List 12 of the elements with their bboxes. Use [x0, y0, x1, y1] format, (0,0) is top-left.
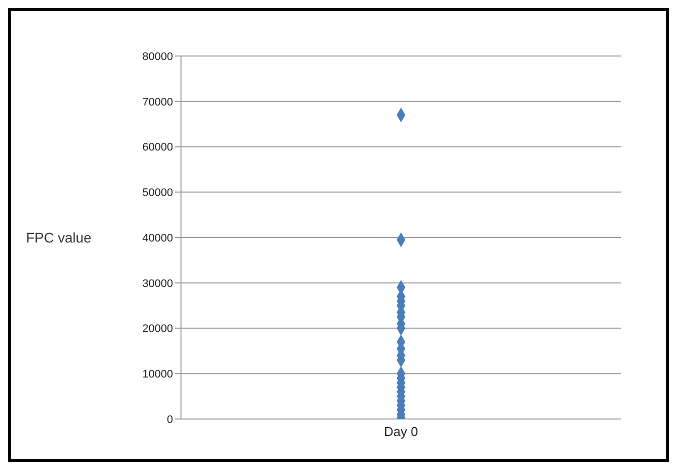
y-tick-label: 30000	[142, 278, 173, 290]
y-tick-label: 40000	[142, 232, 173, 244]
x-tick-label: Day 0	[384, 424, 418, 440]
y-axis-title: FPC value	[26, 229, 92, 246]
chart-frame: Day 0 0 10000 20000 30000 40000 50000 60000 70000 80000 FPC value	[8, 8, 669, 462]
y-tick-label: 20000	[142, 323, 173, 336]
y-tick-label: 50000	[142, 187, 173, 200]
y-tick-label: 0	[166, 414, 173, 426]
y-tick-label: 70000	[142, 96, 173, 108]
y-tick-label: 80000	[142, 50, 173, 63]
y-tick-label: 10000	[142, 368, 173, 381]
y-tick-label: 60000	[142, 142, 173, 154]
